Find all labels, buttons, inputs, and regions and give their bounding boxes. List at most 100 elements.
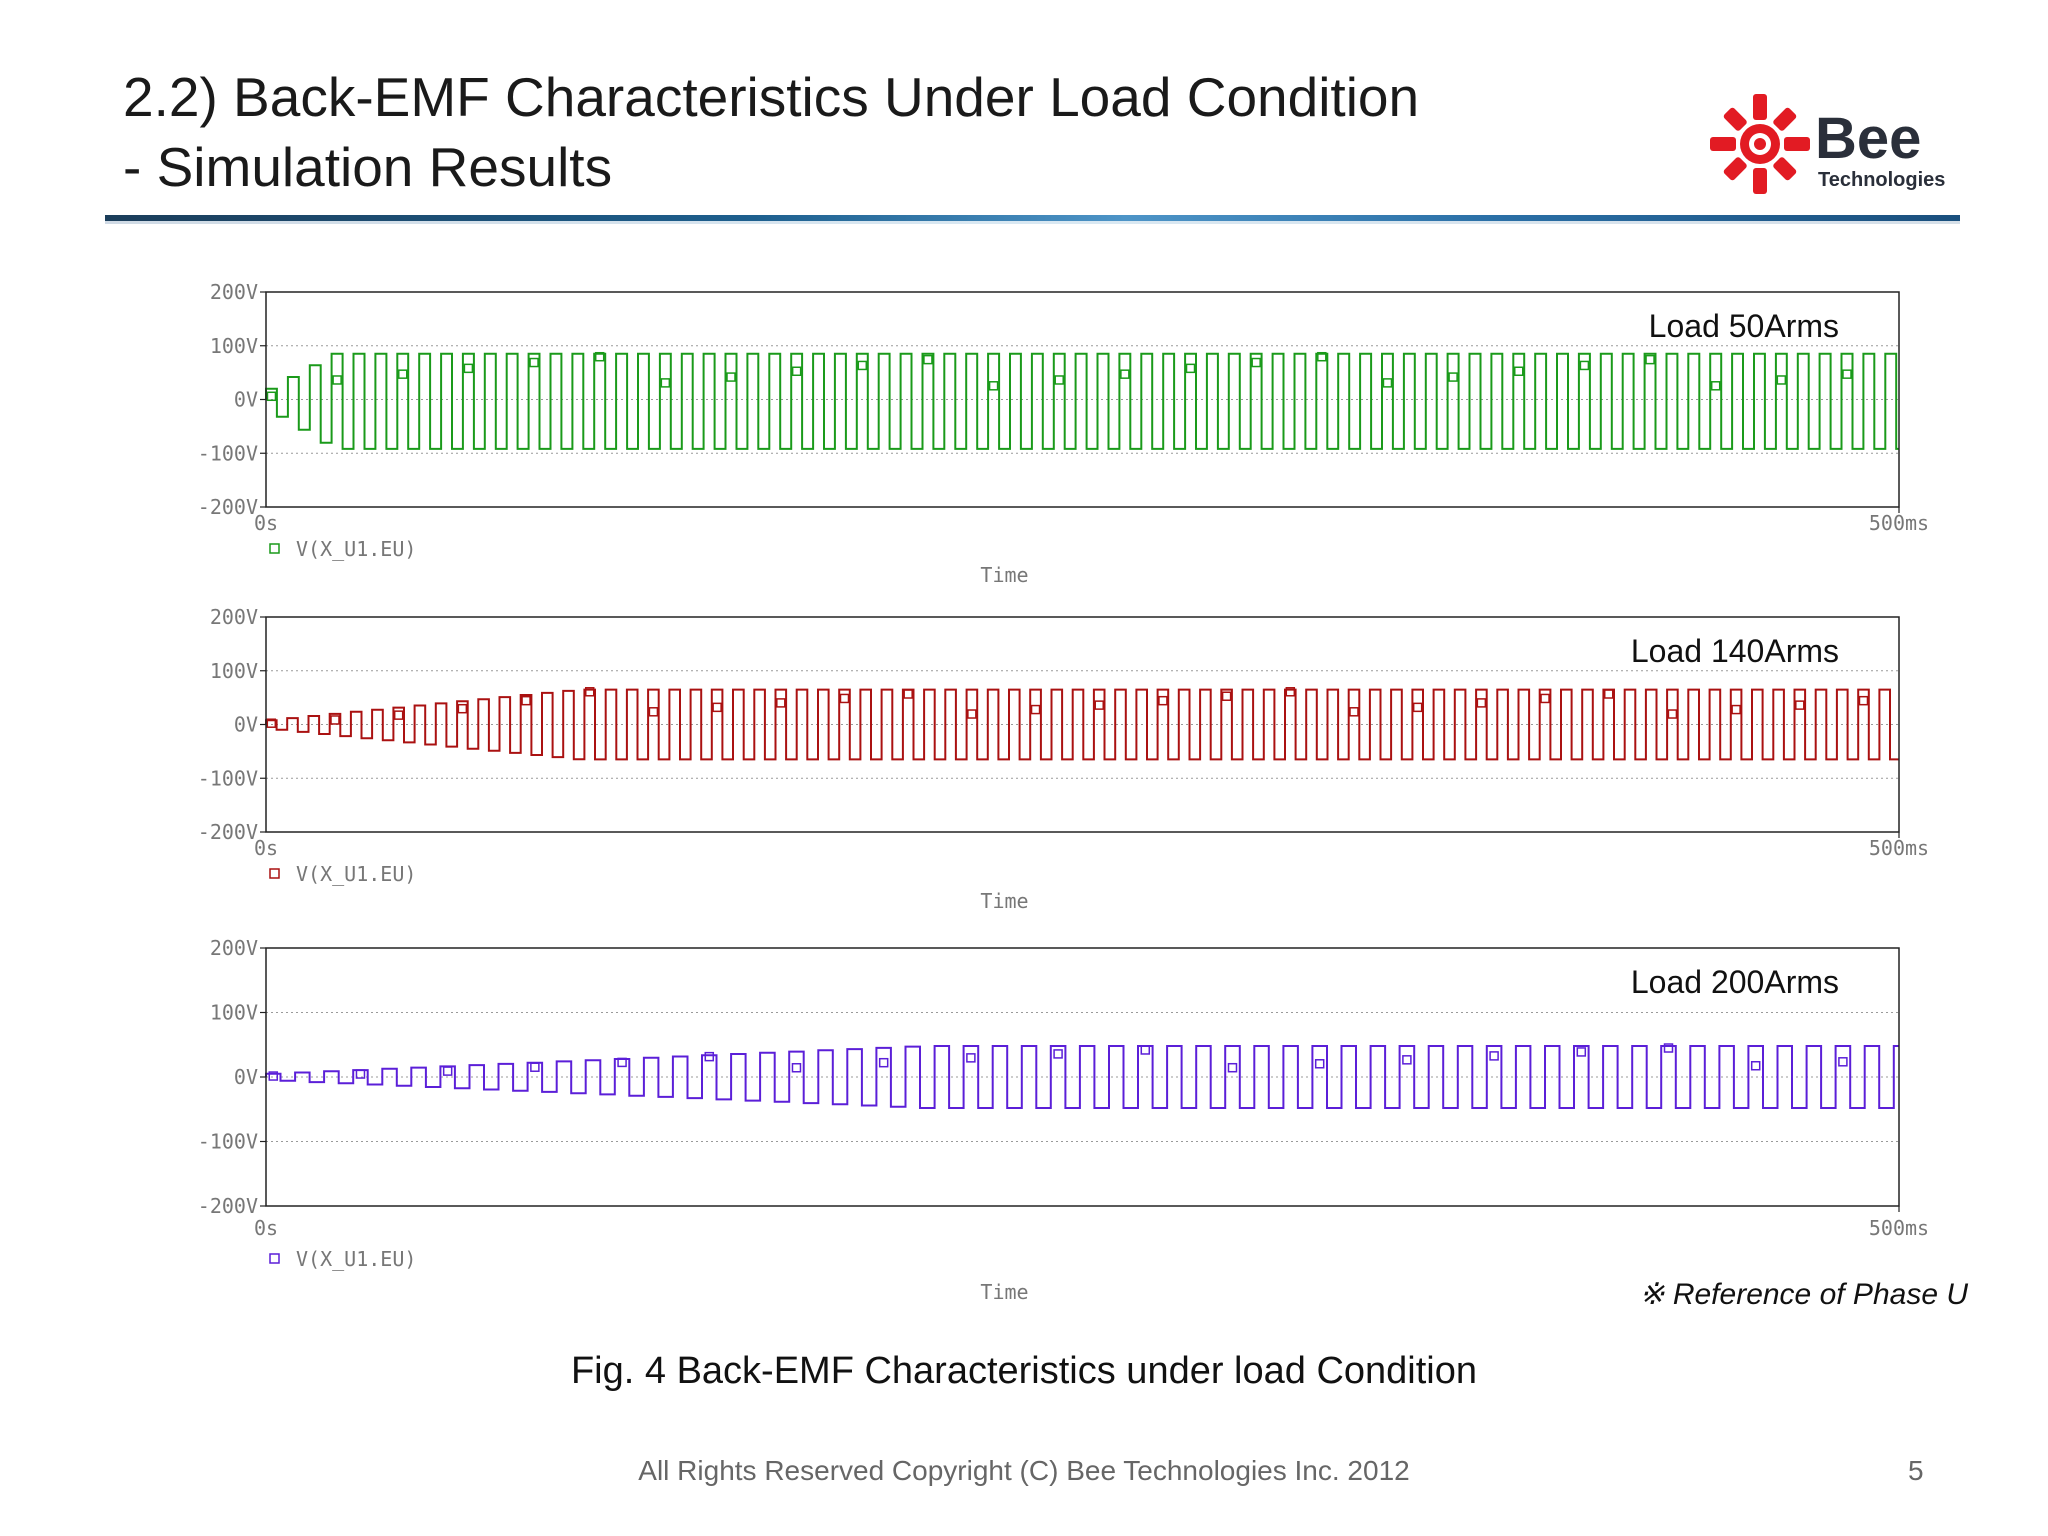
data-marker: [1053, 1049, 1063, 1059]
data-marker: [1251, 357, 1261, 368]
legend-marker: [269, 868, 280, 879]
y-tick-label: -100V: [198, 1130, 258, 1154]
data-marker: [1667, 709, 1678, 719]
bee-technologies-logo: Bee Technologies: [1710, 94, 1945, 194]
data-marker: [1750, 1060, 1761, 1071]
legend-label: V(X_U1.EU): [296, 862, 416, 886]
x-axis-label: Time: [980, 1280, 1028, 1304]
data-marker: [530, 1062, 540, 1072]
data-marker: [1663, 1043, 1674, 1053]
load-annotation: Load 200Arms: [1631, 964, 1839, 1000]
data-marker: [1221, 691, 1232, 701]
x-tick-label: 500ms: [1869, 836, 1929, 860]
data-marker: [1120, 369, 1130, 379]
data-marker: [1576, 1047, 1587, 1057]
data-marker: [1448, 372, 1458, 382]
title-divider: [105, 215, 1960, 221]
data-marker: [617, 1057, 627, 1068]
load-annotation: Load 140Arms: [1631, 633, 1839, 669]
legend-label: V(X_U1.EU): [296, 1247, 416, 1271]
data-marker: [268, 1071, 279, 1081]
data-marker: [903, 689, 913, 699]
data-marker: [1710, 381, 1721, 391]
y-tick-label: -200V: [198, 820, 258, 844]
data-marker: [1776, 375, 1787, 385]
data-marker: [1579, 360, 1590, 371]
data-marker: [1317, 351, 1327, 362]
y-tick-label: -200V: [198, 1194, 258, 1218]
data-marker: [529, 357, 539, 368]
slide-title-line2: - Simulation Results: [123, 136, 613, 198]
slide-title: 2.2) Back-EMF Characteristics Under Load…: [123, 62, 1419, 202]
x-tick-label: 500ms: [1869, 1216, 1929, 1240]
title-divider-shadow: [105, 221, 1960, 224]
data-marker: [1838, 1057, 1848, 1067]
x-axis-label: Time: [980, 563, 1028, 587]
y-tick-label: 0V: [234, 713, 258, 737]
data-marker: [1489, 1051, 1499, 1061]
load-annotation: Load 50Arms: [1649, 308, 1839, 344]
data-marker: [355, 1069, 366, 1079]
page-number: 5: [1908, 1455, 1924, 1486]
data-marker: [1285, 687, 1296, 697]
data-marker: [839, 693, 850, 704]
data-marker: [1412, 702, 1423, 713]
data-marker: [1227, 1062, 1238, 1073]
data-marker: [1185, 363, 1196, 374]
data-marker: [1731, 704, 1741, 715]
data-marker: [726, 372, 736, 382]
data-marker: [967, 709, 977, 719]
y-tick-label: 200V: [210, 605, 258, 629]
data-marker: [463, 363, 474, 374]
data-marker: [1476, 698, 1487, 708]
x-axis-label: Time: [980, 889, 1028, 913]
data-marker: [266, 718, 277, 728]
data-marker: [442, 1066, 453, 1076]
data-marker: [704, 1051, 715, 1062]
data-marker: [1140, 1045, 1151, 1055]
data-marker: [1842, 369, 1852, 379]
data-marker: [1858, 695, 1869, 706]
y-tick-label: -100V: [198, 766, 258, 790]
data-marker: [1402, 1055, 1412, 1065]
data-marker: [791, 366, 802, 377]
x-tick-label: 0s: [254, 511, 278, 535]
y-tick-label: -100V: [198, 441, 258, 465]
data-marker: [966, 1053, 976, 1063]
y-tick-label: -200V: [198, 495, 258, 519]
data-marker: [1314, 1059, 1325, 1069]
data-marker: [878, 1057, 889, 1068]
series-line-1: [265, 352, 1899, 450]
data-marker: [1349, 707, 1359, 717]
data-marker: [1158, 695, 1168, 706]
data-marker: [594, 351, 605, 362]
legend-marker: [269, 543, 280, 554]
logo-subtitle: Technologies: [1818, 169, 1945, 191]
data-marker: [1795, 700, 1805, 710]
x-tick-label: 500ms: [1869, 511, 1929, 535]
data-marker: [1514, 366, 1524, 377]
data-marker: [857, 360, 868, 371]
data-marker: [398, 369, 408, 379]
data-marker: [923, 354, 933, 365]
data-marker: [791, 1062, 802, 1073]
y-tick-label: 100V: [210, 334, 258, 358]
data-marker: [1603, 689, 1614, 699]
y-tick-label: 200V: [210, 936, 258, 960]
y-tick-label: 0V: [234, 388, 258, 412]
reference-note: ※ Reference of Phase U: [1639, 1278, 1968, 1311]
y-tick-label: 100V: [210, 1001, 258, 1025]
legend-marker: [269, 1253, 280, 1264]
data-marker: [1540, 693, 1550, 704]
data-marker: [266, 391, 277, 402]
data-marker: [1054, 375, 1064, 385]
data-marker: [712, 702, 722, 713]
data-marker: [330, 715, 340, 725]
data-marker: [1645, 354, 1655, 365]
data-marker: [457, 703, 468, 714]
data-marker: [1094, 700, 1104, 710]
